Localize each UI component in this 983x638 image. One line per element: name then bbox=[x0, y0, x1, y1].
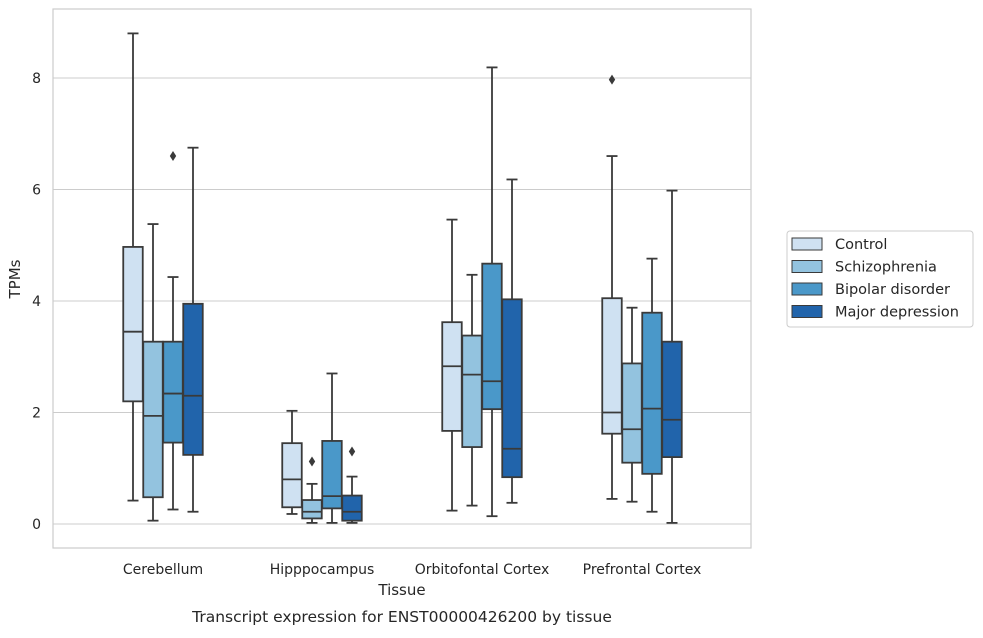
legend-swatch bbox=[791, 282, 823, 296]
box-bipolar-disorder-hipppocampus bbox=[321, 372, 343, 524]
box-control-orbitofontal-cortex bbox=[441, 218, 463, 512]
y-tick-label: 8 bbox=[32, 71, 41, 87]
legend-item: Control bbox=[791, 237, 887, 253]
box-iqr bbox=[461, 334, 483, 448]
outlier-point bbox=[608, 74, 616, 85]
box-iqr bbox=[641, 311, 663, 475]
x-tick-label: Orbitofontal Cortex bbox=[415, 562, 550, 578]
outlier-point bbox=[169, 151, 177, 162]
box-schizophrenia-cerebellum bbox=[142, 223, 164, 522]
y-tick-label: 2 bbox=[32, 406, 41, 422]
legend-swatch bbox=[791, 305, 823, 318]
box-bipolar-disorder-cerebellum bbox=[162, 151, 184, 511]
box-iqr bbox=[661, 340, 683, 459]
box-major-depression-cerebellum bbox=[182, 146, 204, 513]
x-tick-label: Hipppocampus bbox=[270, 562, 375, 578]
legend-item: Schizophrenia bbox=[791, 260, 937, 276]
box-iqr bbox=[341, 494, 363, 522]
legend-label: Schizophrenia bbox=[835, 260, 937, 276]
legend-swatch bbox=[791, 237, 823, 251]
box-layer bbox=[122, 32, 683, 524]
y-tick-labels: 0 2 4 6 8 bbox=[32, 71, 41, 533]
y-tick-label: 6 bbox=[32, 183, 41, 199]
box-iqr bbox=[281, 442, 303, 509]
legend-item: Bipolar disorder bbox=[791, 282, 950, 298]
box-iqr bbox=[301, 499, 323, 520]
box-iqr bbox=[441, 321, 463, 432]
box-iqr bbox=[142, 340, 164, 499]
box-major-depression-orbitofontal-cortex bbox=[501, 178, 523, 504]
x-tick-label: Prefrontal Cortex bbox=[583, 562, 702, 578]
legend-item: Major depression bbox=[791, 305, 959, 321]
legend-label: Control bbox=[835, 237, 887, 253]
outlier-point bbox=[348, 446, 356, 457]
legend-label: Bipolar disorder bbox=[835, 282, 950, 298]
box-iqr bbox=[182, 302, 204, 456]
legend-label: Major depression bbox=[835, 305, 959, 321]
box-control-cerebellum bbox=[122, 32, 144, 502]
box-iqr bbox=[162, 340, 184, 444]
box-major-depression-hipppocampus bbox=[341, 446, 363, 524]
box-schizophrenia-prefrontal-cortex bbox=[621, 306, 643, 503]
y-tick-label: 4 bbox=[32, 294, 41, 310]
chart-caption: Transcript expression for ENST0000042620… bbox=[191, 608, 612, 626]
box-iqr bbox=[321, 440, 343, 510]
box-iqr bbox=[621, 362, 643, 464]
box-schizophrenia-hipppocampus bbox=[301, 456, 323, 524]
box-major-depression-prefrontal-cortex bbox=[661, 189, 683, 524]
x-axis-label: Tissue bbox=[377, 581, 425, 599]
outlier-point bbox=[308, 456, 316, 467]
box-control-hipppocampus bbox=[281, 409, 303, 515]
y-axis-label: TPMs bbox=[6, 259, 24, 299]
legend: Control Schizophrenia Bipolar disorder Majo… bbox=[786, 230, 974, 328]
legend-swatch bbox=[791, 260, 823, 273]
x-tick-label: Cerebellum bbox=[123, 562, 203, 578]
box-iqr bbox=[501, 298, 523, 479]
legend-frame bbox=[786, 230, 974, 328]
x-tick-labels: Cerebellum Hipppocampus Orbitofontal Corte… bbox=[123, 562, 701, 578]
box-iqr bbox=[122, 246, 144, 403]
box-iqr bbox=[481, 262, 503, 411]
y-tick-label: 0 bbox=[32, 517, 41, 533]
